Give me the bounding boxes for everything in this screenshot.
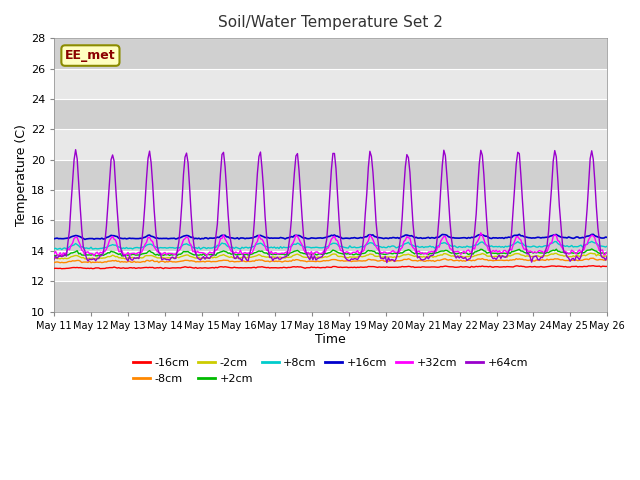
-16cm <box>235 265 243 271</box>
-2cm <box>235 255 243 261</box>
+32cm <box>575 247 583 253</box>
+64cm <box>216 171 224 177</box>
+16cm <box>575 235 583 241</box>
+8cm <box>244 245 252 251</box>
Bar <box>54 160 607 190</box>
+2cm <box>588 246 596 252</box>
Legend: -16cm, -8cm, -2cm, +2cm, +8cm, +16cm, +32cm, +64cm: -16cm, -8cm, -2cm, +2cm, +8cm, +16cm, +3… <box>129 354 532 388</box>
+32cm <box>244 251 252 256</box>
+2cm <box>244 252 252 258</box>
+8cm <box>574 244 582 250</box>
-16cm <box>50 265 58 271</box>
-2cm <box>244 254 252 260</box>
+64cm <box>294 151 301 156</box>
Line: +64cm: +64cm <box>54 150 607 263</box>
-2cm <box>586 251 594 256</box>
+16cm <box>50 236 58 241</box>
-2cm <box>574 253 582 259</box>
+2cm <box>118 253 125 259</box>
-8cm <box>87 260 95 265</box>
+32cm <box>477 230 484 236</box>
-8cm <box>120 259 127 265</box>
-2cm <box>50 256 58 262</box>
+8cm <box>50 246 58 252</box>
Line: +8cm: +8cm <box>54 241 607 250</box>
+32cm <box>216 236 224 241</box>
Line: +2cm: +2cm <box>54 249 607 256</box>
Line: +16cm: +16cm <box>54 234 607 240</box>
+64cm <box>575 257 583 263</box>
Y-axis label: Temperature (C): Temperature (C) <box>15 124 28 226</box>
-16cm <box>574 264 582 270</box>
Line: -8cm: -8cm <box>54 258 607 263</box>
+64cm <box>120 253 127 259</box>
-2cm <box>604 253 611 259</box>
+16cm <box>120 236 127 241</box>
Line: -2cm: -2cm <box>54 253 607 259</box>
+16cm <box>216 233 224 239</box>
+64cm <box>244 258 252 264</box>
+2cm <box>235 252 243 257</box>
-16cm <box>58 266 65 272</box>
Text: EE_met: EE_met <box>65 49 116 62</box>
+8cm <box>120 245 127 251</box>
-16cm <box>294 264 301 270</box>
Title: Soil/Water Temperature Set 2: Soil/Water Temperature Set 2 <box>218 15 443 30</box>
+2cm <box>604 250 611 255</box>
+8cm <box>294 240 301 246</box>
+8cm <box>216 241 224 247</box>
+16cm <box>81 237 89 242</box>
+2cm <box>574 251 582 257</box>
+2cm <box>294 248 301 253</box>
+32cm <box>58 253 65 259</box>
-2cm <box>83 256 90 262</box>
-8cm <box>235 259 243 264</box>
+16cm <box>604 235 611 240</box>
+32cm <box>294 233 301 239</box>
Bar <box>54 99 607 129</box>
+32cm <box>120 252 127 257</box>
+64cm <box>235 256 243 262</box>
+2cm <box>120 252 127 258</box>
+2cm <box>216 249 224 255</box>
-2cm <box>120 255 127 261</box>
Line: +32cm: +32cm <box>54 233 607 256</box>
+64cm <box>604 253 611 259</box>
+8cm <box>235 246 243 252</box>
-2cm <box>294 251 301 257</box>
-16cm <box>244 265 252 271</box>
+32cm <box>604 249 611 255</box>
+2cm <box>50 253 58 259</box>
-8cm <box>50 260 58 265</box>
+32cm <box>50 251 58 256</box>
-16cm <box>589 263 597 269</box>
+32cm <box>235 251 243 256</box>
-8cm <box>216 258 224 264</box>
-16cm <box>216 264 224 270</box>
-16cm <box>604 264 611 269</box>
-2cm <box>216 252 224 258</box>
+8cm <box>588 239 596 244</box>
-8cm <box>574 258 582 264</box>
+64cm <box>50 257 58 263</box>
+64cm <box>383 260 390 265</box>
+16cm <box>515 231 523 237</box>
Bar <box>54 38 607 69</box>
-8cm <box>604 257 611 263</box>
+64cm <box>72 147 79 153</box>
+16cm <box>235 236 243 242</box>
+8cm <box>604 243 611 249</box>
-16cm <box>120 265 127 271</box>
Bar <box>54 220 607 251</box>
Bar <box>54 281 607 312</box>
-8cm <box>589 255 597 261</box>
X-axis label: Time: Time <box>316 334 346 347</box>
Line: -16cm: -16cm <box>54 266 607 269</box>
+16cm <box>294 233 301 239</box>
+8cm <box>58 247 65 252</box>
+16cm <box>244 236 252 241</box>
-8cm <box>244 258 252 264</box>
-8cm <box>294 257 301 263</box>
